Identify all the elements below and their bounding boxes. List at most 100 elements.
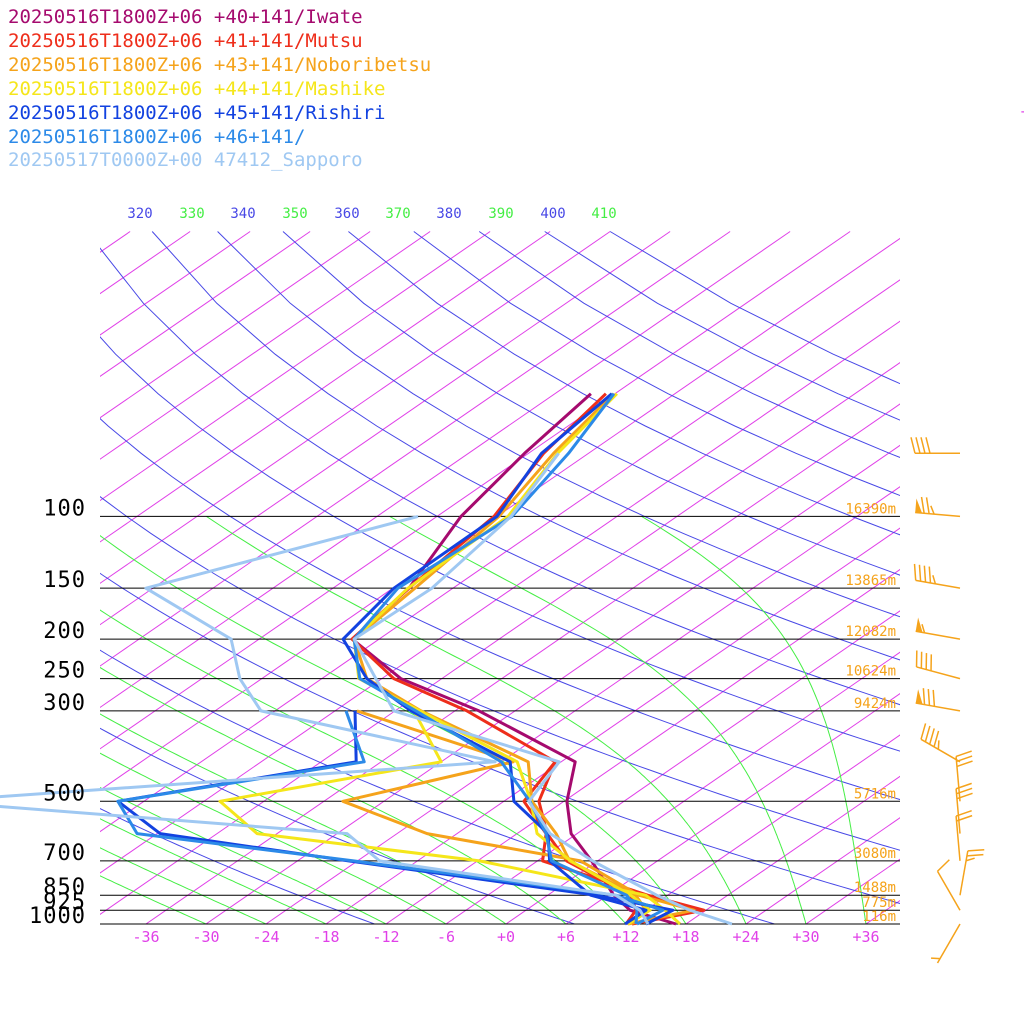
isotherm-line	[100, 231, 791, 709]
temperature-tick-label: -24	[252, 928, 279, 946]
wind-barb-feather	[920, 496, 925, 514]
isotherm-line	[445, 610, 900, 924]
dewpoint-line	[0, 514, 650, 925]
isotherm-line	[205, 444, 900, 924]
wind-barb-feather	[932, 575, 937, 585]
wind-barb-feather	[920, 723, 927, 740]
isotherm-line	[625, 734, 900, 924]
temperature-line	[352, 392, 639, 925]
height-label: 16390m	[845, 501, 896, 517]
temperature-line	[350, 392, 677, 926]
wind-barb-shaft	[915, 702, 961, 712]
pressure-lines	[100, 515, 900, 925]
series-profile	[350, 392, 677, 926]
wind-barb-feather	[955, 782, 972, 790]
legend-entry: 20250516T1800Z+06 +46+141/	[8, 125, 306, 148]
isotherm-line	[100, 231, 731, 667]
dry-adiabat-line	[413, 231, 900, 497]
isotherm-line	[325, 527, 900, 924]
height-label: 3080m	[854, 846, 896, 862]
dry-adiabat-line	[478, 231, 900, 458]
wind-barb	[910, 437, 960, 455]
wind-barb-pennant	[915, 617, 923, 633]
wind-barb-feather	[936, 859, 950, 872]
temperature-tick-label: -18	[312, 928, 339, 946]
series-profile	[218, 392, 682, 926]
height-label: 1488m	[854, 880, 896, 896]
wind-barb-feather	[933, 730, 940, 748]
isotherm-line	[265, 486, 900, 924]
isotherm-line	[100, 231, 551, 543]
wind-barb-shaft	[955, 815, 961, 861]
wind-barb-pennant	[915, 498, 923, 514]
wind-barb-feather	[923, 565, 927, 583]
isotherm-line	[505, 651, 900, 924]
wind-barb	[955, 782, 973, 834]
series-profiles	[0, 392, 733, 926]
temperature-tick-label: +6	[557, 928, 575, 946]
dry-adiabat-line	[100, 336, 900, 752]
moist-adiabat-label: 330	[179, 206, 204, 222]
wind-barb	[959, 849, 985, 896]
moist-adiabat-label: 410	[591, 206, 616, 222]
series-profile	[0, 452, 733, 926]
dewpoint-line	[116, 710, 665, 926]
wind-barb	[915, 650, 961, 680]
wind-barb-feather	[956, 787, 973, 795]
wind-barb-feather	[924, 725, 931, 743]
temperature-tick-label: +24	[732, 928, 759, 946]
wind-barb	[915, 617, 961, 640]
pressure-label: 300	[43, 691, 86, 716]
wind-barb-feather	[956, 814, 973, 822]
wind-barb	[913, 563, 961, 589]
dry-adiabat-line	[100, 649, 777, 924]
isotherm-line	[565, 693, 900, 924]
wind-barb	[936, 859, 961, 911]
wind-barb-shaft	[959, 850, 969, 896]
dewpoint-line	[522, 760, 706, 926]
isotherm-line	[973, 231, 1024, 932]
height-label: 775m	[862, 895, 896, 911]
pressure-label: 250	[43, 659, 86, 684]
pressure-label: 200	[43, 619, 86, 644]
wind-barb-feather	[931, 957, 941, 960]
series-profile	[116, 392, 665, 926]
isotherm-line	[100, 231, 611, 584]
temperature-line	[352, 452, 733, 926]
wind-barb	[915, 688, 961, 712]
wind-barb-feather	[921, 624, 926, 634]
wind-barb-shaft	[955, 756, 961, 802]
moist-adiabat-label: 390	[488, 206, 513, 222]
isotherm-line	[100, 231, 251, 336]
wind-barb	[931, 923, 961, 964]
wind-barb-feather	[967, 849, 985, 852]
temperature-tick-label: +18	[672, 928, 699, 946]
wind-barb-shaft	[915, 579, 961, 589]
dry-adiabat-line	[100, 495, 900, 851]
dry-adiabat-line	[100, 807, 376, 924]
wind-barb-feather	[956, 755, 973, 763]
wind-barb	[955, 809, 973, 861]
isotherm-line	[805, 858, 900, 924]
height-label: 10624m	[845, 664, 896, 680]
legend-entry: 20250516T1800Z+06 +40+141/Iwate	[8, 6, 363, 28]
dry-adiabat-label: 320	[127, 206, 152, 222]
dry-adiabat-line	[100, 727, 577, 924]
height-label: 13865m	[845, 573, 896, 589]
temperature-tick-label: -30	[192, 928, 219, 946]
pressure-label: 100	[43, 496, 86, 521]
temperature-tick-label: -36	[132, 928, 159, 946]
wind-barb-feather	[922, 688, 926, 705]
legend-entry: 20250516T1800Z+06 +41+141/Mutsu	[8, 29, 363, 52]
wind-barb-feather	[966, 853, 984, 857]
moist-adiabat-line	[641, 515, 867, 924]
dry-adiabat-line	[217, 231, 900, 618]
dry-adiabat-line	[544, 231, 900, 421]
temperature-tick-label: +12	[612, 928, 639, 946]
dry-adiabat-line	[100, 247, 900, 706]
wind-barb-feather	[928, 566, 932, 584]
wind-barb-feather	[930, 505, 935, 515]
temperature-tick-label: +0	[497, 928, 515, 946]
wind-barb-shaft	[915, 511, 961, 518]
wind-barb	[920, 723, 961, 763]
